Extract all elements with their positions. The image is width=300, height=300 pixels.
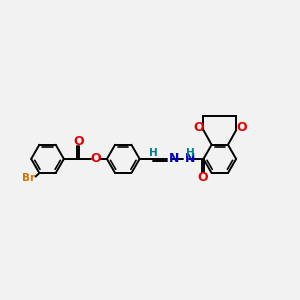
Text: H: H [186,148,195,158]
Text: O: O [90,152,101,165]
Text: H: H [148,148,157,158]
Text: N: N [184,152,195,165]
Text: O: O [73,135,84,148]
Text: O: O [198,171,208,184]
Text: O: O [236,121,247,134]
Text: Br: Br [22,173,34,183]
Text: O: O [193,121,204,134]
Text: N: N [168,152,179,165]
